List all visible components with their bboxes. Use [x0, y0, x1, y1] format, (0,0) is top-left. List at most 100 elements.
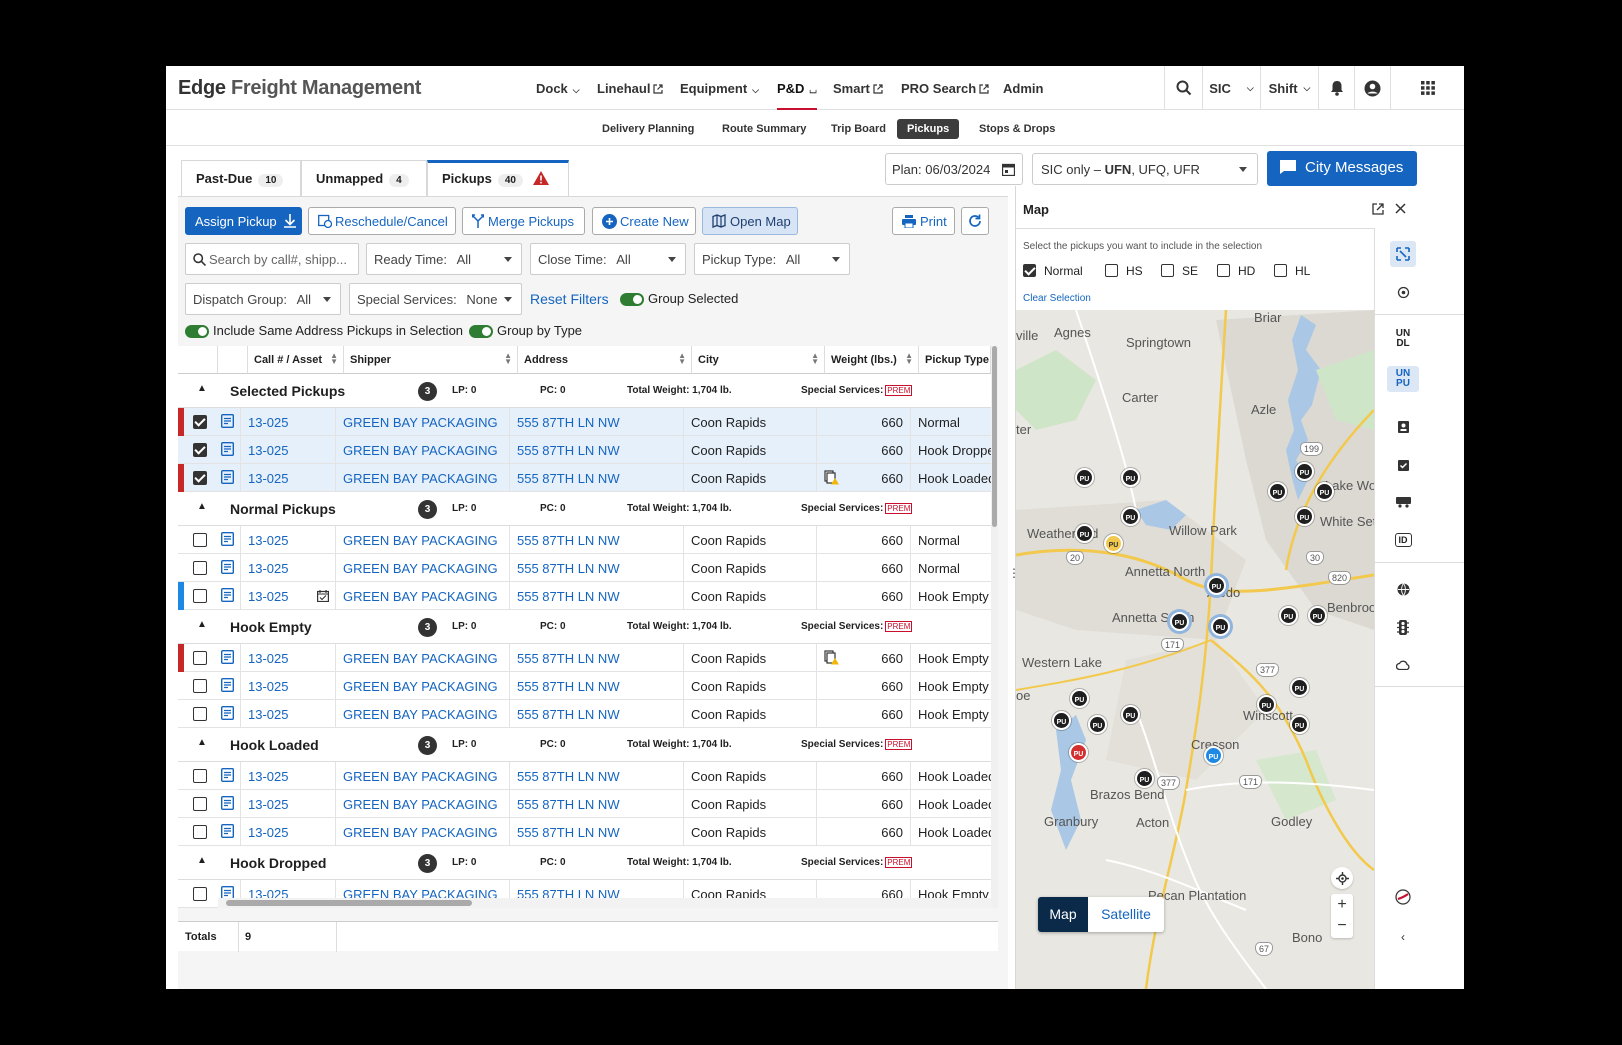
row-checkbox[interactable]	[193, 651, 207, 665]
call-number-link[interactable]: 13-025	[240, 644, 336, 672]
pickup-map-marker[interactable]: PU	[1211, 617, 1230, 636]
plan-date-picker[interactable]: Plan: 06/03/2024	[885, 153, 1023, 185]
satellite-mode-button[interactable]: Satellite	[1101, 906, 1151, 922]
target-button[interactable]	[1390, 279, 1416, 305]
table-row[interactable]: 13-025 GREEN BAY PACKAGING 555 87TH LN NW C…	[178, 762, 991, 790]
shift-dropdown[interactable]: Shift ⌵	[1260, 66, 1318, 110]
call-number-link[interactable]: 13-025	[240, 818, 336, 846]
call-number-link[interactable]: 13-025	[240, 582, 336, 610]
chevron-up-icon[interactable]: ▲	[197, 619, 207, 630]
table-row[interactable]: 13-025 GREEN BAY PACKAGING 555 87TH LN NW C…	[178, 436, 991, 464]
id-button[interactable]: ID	[1390, 527, 1416, 553]
chevron-up-icon[interactable]: ▲	[197, 383, 207, 394]
vertical-scrollbar[interactable]	[991, 346, 998, 908]
call-number-link[interactable]: 13-025	[240, 762, 336, 790]
shipper-link[interactable]: GREEN BAY PACKAGING	[336, 672, 510, 700]
undelivered-toggle[interactable]: UN DL	[1390, 326, 1416, 352]
call-number-link[interactable]: 13-025	[240, 408, 336, 436]
weather-button[interactable]	[1390, 652, 1416, 678]
shipper-link[interactable]: GREEN BAY PACKAGING	[336, 762, 510, 790]
pickup-map-marker[interactable]: PU	[1290, 678, 1309, 697]
locate-button[interactable]	[1331, 867, 1353, 889]
pickup-map-marker[interactable]: PU	[1257, 695, 1276, 714]
notes-icon[interactable]	[221, 560, 234, 574]
create-new-button[interactable]: Create New	[592, 207, 696, 235]
search-button[interactable]	[1164, 66, 1202, 110]
address-link[interactable]: 555 87TH LN NW	[510, 762, 684, 790]
notes-icon[interactable]	[221, 442, 234, 456]
chevron-up-icon[interactable]: ▲	[197, 737, 207, 748]
nav-linehaul[interactable]: Linehaul	[597, 81, 664, 96]
tab-unmapped[interactable]: Unmapped 4	[301, 160, 427, 196]
table-row[interactable]: 13-025 GREEN BAY PACKAGING 555 87TH LN NW C…	[178, 700, 991, 728]
pickup-map-marker[interactable]: PU	[1308, 606, 1327, 625]
table-row[interactable]: 13-025 GREEN BAY PACKAGING 555 87TH LN NW C…	[178, 672, 991, 700]
app-brand[interactable]: Edge Freight Management	[178, 77, 422, 99]
call-number-link[interactable]: 13-025	[240, 672, 336, 700]
tab-pickups[interactable]: Pickups 40	[427, 160, 569, 196]
pickup-map-marker[interactable]: PU	[1069, 743, 1088, 762]
map-mode-button[interactable]: Map	[1038, 897, 1088, 932]
address-link[interactable]: 555 87TH LN NW	[510, 672, 684, 700]
same-address-toggle[interactable]: Include Same Address Pickups in Selectio…	[185, 323, 463, 339]
unpicked-toggle[interactable]: UN PU	[1387, 366, 1419, 392]
checkbox[interactable]	[1023, 264, 1036, 277]
zoom-out-button[interactable]: −	[1337, 917, 1347, 934]
table-row[interactable]: 13-025 GREEN BAY PACKAGING 555 87TH LN NW C…	[178, 818, 991, 846]
row-checkbox[interactable]	[193, 825, 207, 839]
row-checkbox[interactable]	[193, 589, 207, 603]
globe-button[interactable]	[1390, 576, 1416, 602]
shipper-link[interactable]: GREEN BAY PACKAGING	[336, 526, 510, 554]
checkbox[interactable]	[1161, 264, 1174, 277]
pickup-map-marker[interactable]: PU	[1070, 689, 1089, 708]
notes-icon[interactable]	[221, 588, 234, 602]
call-number-link[interactable]: 13-025	[240, 554, 336, 582]
nav-p-d[interactable]: P&D ⌴	[777, 81, 817, 111]
merge-pickups-button[interactable]: Merge Pickups	[462, 207, 585, 235]
table-row[interactable]: 13-025 GREEN BAY PACKAGING 555 87TH LN NW C…	[178, 790, 991, 818]
sic-filter-select[interactable]: SIC only – UFN, UFQ, UFR	[1032, 153, 1258, 185]
shipper-link[interactable]: GREEN BAY PACKAGING	[336, 818, 510, 846]
notes-icon[interactable]	[221, 470, 234, 484]
subnav-pickups[interactable]: Pickups	[897, 119, 960, 139]
ready-time-select[interactable]: Ready Time: All	[366, 243, 522, 275]
pickup-type-select[interactable]: Pickup Type: All	[694, 243, 850, 275]
row-checkbox[interactable]	[193, 471, 207, 485]
truck-button[interactable]	[1390, 489, 1416, 515]
open-external-icon[interactable]	[1372, 203, 1384, 215]
print-button[interactable]: Print	[892, 207, 955, 235]
search-input[interactable]: Search by call#, shipp...	[185, 243, 359, 275]
sic-dropdown[interactable]: SIC ⌵	[1202, 66, 1260, 110]
checkbox[interactable]	[1105, 264, 1118, 277]
row-checkbox[interactable]	[193, 887, 207, 901]
table-row[interactable]: 13-025 GREEN BAY PACKAGING 555 87TH LN NW C…	[178, 526, 991, 554]
chevron-up-icon[interactable]: ▲	[197, 501, 207, 512]
scroll-thumb[interactable]	[226, 900, 472, 906]
pickup-map-marker[interactable]: PU	[1279, 606, 1298, 625]
nav-pro-search[interactable]: PRO Search	[901, 81, 989, 96]
assign-pickup-button[interactable]: Assign Pickup	[185, 207, 302, 235]
subnav-stops-drops[interactable]: Stops & Drops	[979, 123, 1056, 135]
notes-icon[interactable]	[221, 678, 234, 692]
nav-smart[interactable]: Smart	[833, 81, 883, 96]
notes-icon[interactable]	[221, 532, 234, 546]
column-header-pickup-type[interactable]: Pickup Type	[919, 346, 991, 374]
address-link[interactable]: 555 87TH LN NW	[510, 464, 684, 492]
scroll-thumb[interactable]	[992, 346, 997, 527]
checkbox[interactable]	[1217, 264, 1230, 277]
row-checkbox[interactable]	[193, 561, 207, 575]
shipper-link[interactable]: GREEN BAY PACKAGING	[336, 700, 510, 728]
dispatch-group-select[interactable]: Dispatch Group: All	[185, 283, 341, 315]
pickup-map-marker[interactable]: PU	[1204, 746, 1223, 765]
type-filter-normal[interactable]: Normal	[1023, 262, 1083, 278]
row-checkbox[interactable]	[193, 769, 207, 783]
traffic-button[interactable]	[1390, 614, 1416, 640]
nav-dock[interactable]: Dock ⌵	[536, 81, 580, 96]
shipper-link[interactable]: GREEN BAY PACKAGING	[336, 464, 510, 492]
pickup-map-marker[interactable]: PU	[1268, 482, 1287, 501]
clear-selection-link[interactable]: Clear Selection	[1023, 293, 1091, 304]
notes-icon[interactable]	[221, 796, 234, 810]
column-header-shipper[interactable]: Shipper ▲ ▼	[344, 346, 518, 374]
row-checkbox[interactable]	[193, 797, 207, 811]
shipper-link[interactable]: GREEN BAY PACKAGING	[336, 436, 510, 464]
